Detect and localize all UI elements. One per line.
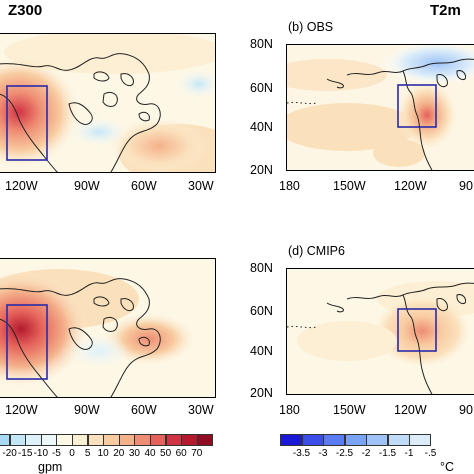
colorbar-tick-label: 40 [144,448,156,459]
colorbar-swatch [87,434,104,446]
colorbar-swatch [344,434,367,446]
colorbar-tick-label: -2 [361,448,371,459]
colorbar-left [0,434,218,446]
colorbar-tick-label: -3.5 [292,448,311,459]
panel-c-lon-tick: 30W [188,403,214,417]
panel-d-region-box [397,308,437,352]
colorbar-tick-label: 5 [84,448,91,459]
colorbar-tick-label: -1.5 [378,448,397,459]
colorbar-tick-label: 60 [175,448,187,459]
panel-b-lat-tick: 60N [250,81,273,95]
panel-d-label: (d) CMIP6 [285,244,348,258]
panel-a-lon-tick: 120W [5,179,38,193]
colorbar-tick-label: -10 [33,448,49,459]
panel-b-lat-tick: 80N [250,37,273,51]
colorbar-tick-label: 30 [128,448,140,459]
colorbar-tick-label: 70 [191,448,203,459]
panel-c-lon-tick: 60W [131,403,157,417]
colorbar-tick-label: 10 [97,448,109,459]
colorbar-swatch [56,434,73,446]
panel-d-lat-tick: 20N [250,386,273,400]
colorbar-swatch [40,434,58,446]
panel-d-lon-tick: 180 [279,403,300,417]
colorbar-right-unit: °C [440,460,455,474]
panel-b-lat-tick: 40N [250,120,273,134]
colorbar-swatch [9,434,26,446]
panel-a-field [0,34,215,172]
panel-c-field [0,259,215,397]
panel-d-lat-tick: 60N [250,304,273,318]
colorbar-swatch [280,434,303,446]
colorbar-swatch [134,434,151,446]
panel-a-lon-tick: 30W [188,179,214,193]
panel-d-lon-tick: 120W [394,403,427,417]
panel-d-lon-tick: 150W [333,403,366,417]
panel-a-region-box [6,85,48,161]
colorbar-right-labels: -3.5 -3 -2.5 -2 -1.5 -1 -.5 [280,448,474,460]
colorbar-swatch [366,434,389,446]
panel-a-map [0,33,216,173]
panel-c-map [0,258,216,398]
panel-b-lon-tick: 120W [394,179,427,193]
panel-a-lon-tick: 60W [131,179,157,193]
colorbar-tick-label: -2.5 [335,448,354,459]
colorbar-swatch [409,434,432,446]
colorbar-tick-label: -3 [318,448,328,459]
panel-c-coastline [0,278,161,397]
panel-a-lon-tick: 90W [74,179,100,193]
panel-d-lat-tick: 80N [250,261,273,275]
colorbar-swatch [165,434,182,446]
colorbar-swatch [181,434,198,446]
panel-d-map [286,268,474,395]
colorbar-tick-label: -20 [2,448,17,459]
panel-b-lon-tick: 90 [459,179,473,193]
panel-d-lat-tick: 40N [250,344,273,358]
colorbar-swatch [25,434,42,446]
colorbar-swatch [150,434,167,446]
colorbar-tick-label: 0 [69,448,75,459]
panel-c-lon-tick: 90W [74,403,100,417]
colorbar-swatch [387,434,410,446]
panel-b-field [287,45,474,170]
colorbar-swatch [72,434,89,446]
panel-b-lon-tick: 150W [333,179,366,193]
panel-c-lon-tick: 120W [5,403,38,417]
right-column-title: T2m [430,2,461,19]
panel-b-lon-tick: 180 [279,179,300,193]
colorbar-swatch [103,434,120,446]
panel-b-map [286,44,474,171]
colorbar-tick-label: -.5 [424,448,437,459]
colorbar-tick-label: 50 [160,448,172,459]
colorbar-swatch [301,434,324,446]
panel-a-coastline [0,53,161,172]
panel-b-lat-tick: 20N [250,163,273,177]
panel-c-region-box [6,304,48,380]
colorbar-right [280,434,474,446]
left-column-title: Z300 [8,2,43,19]
colorbar-tick-label: -15 [17,448,33,459]
panel-d-field [287,269,474,394]
colorbar-left-labels: -20 -15 -10 -5 0 5 10 20 30 40 50 60 70 [0,448,218,460]
colorbar-swatch [323,434,346,446]
panel-b-label: (b) OBS [285,20,337,34]
panel-d-lon-tick: 90 [459,403,473,417]
colorbar-left-unit: gpm [38,460,63,474]
colorbar-tick-label: -1 [404,448,414,459]
panel-b-region-box [397,84,437,128]
colorbar-swatch [118,434,136,446]
colorbar-tick-label: 20 [113,448,125,459]
colorbar-tick-label: -5 [51,448,61,459]
colorbar-swatch [196,434,214,446]
panel-d-coastline [287,282,474,394]
panel-b-coastline [287,58,474,170]
